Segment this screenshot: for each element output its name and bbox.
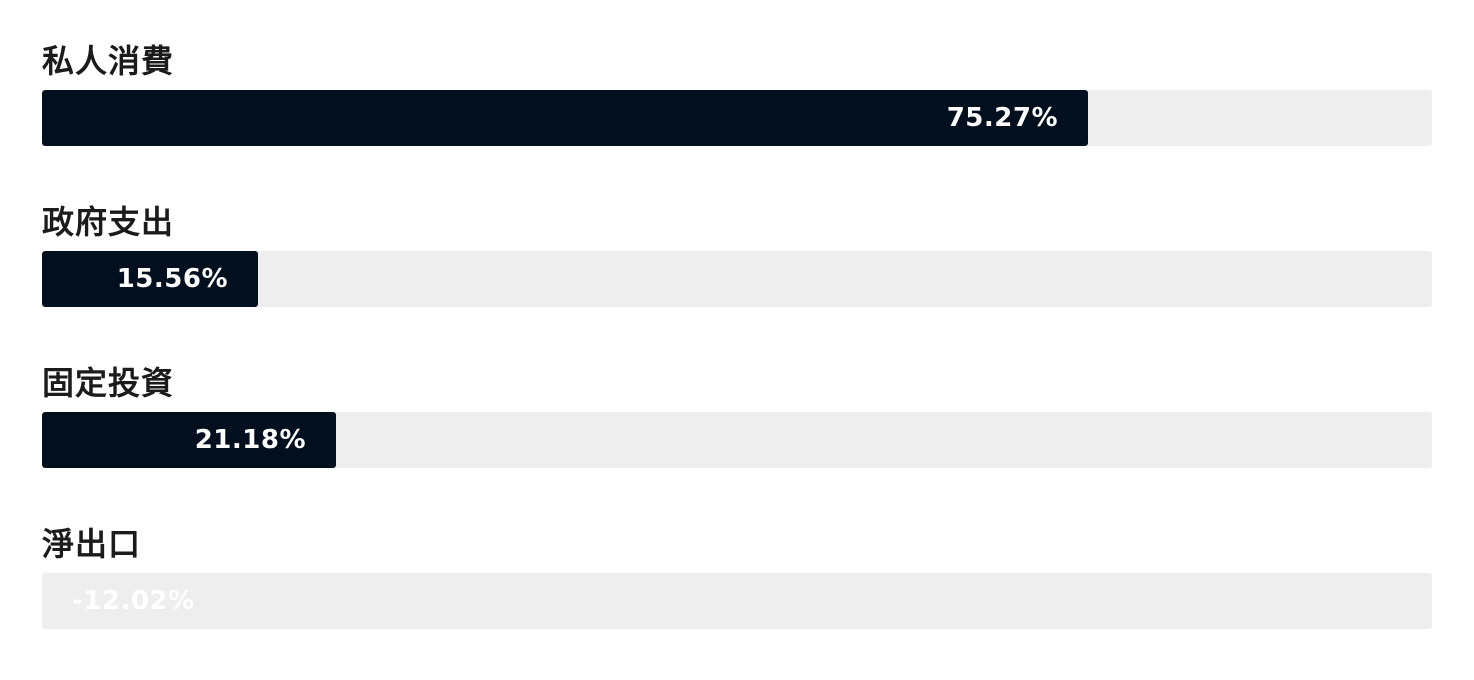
bar: [42, 412, 336, 468]
value-label: 21.18%: [194, 425, 306, 455]
bar-track: 15.56%: [42, 251, 1432, 307]
bar-track: 21.18%: [42, 412, 1432, 468]
value-label: 15.56%: [116, 264, 228, 294]
bar-chart: 私人消費 75.27% 政府支出 15.56% 固定投資 21.18% 淨出口 -12.02%: [42, 36, 1432, 680]
bar-track: -12.02%: [42, 573, 1432, 629]
value-label: 75.27%: [946, 103, 1058, 133]
category-label: 私人消費: [42, 42, 175, 80]
bar: [42, 251, 258, 307]
bar: [42, 90, 1088, 146]
value-label: -12.02%: [72, 586, 195, 616]
category-label: 固定投資: [42, 364, 175, 402]
category-label: 淨出口: [42, 525, 142, 563]
bar-track: 75.27%: [42, 90, 1432, 146]
bar-row: 私人消費 75.27%: [42, 36, 1432, 197]
category-label: 政府支出: [42, 203, 175, 241]
bar-row: 固定投資 21.18%: [42, 358, 1432, 519]
bar-row: 政府支出 15.56%: [42, 197, 1432, 358]
bar-row: 淨出口 -12.02%: [42, 519, 1432, 680]
